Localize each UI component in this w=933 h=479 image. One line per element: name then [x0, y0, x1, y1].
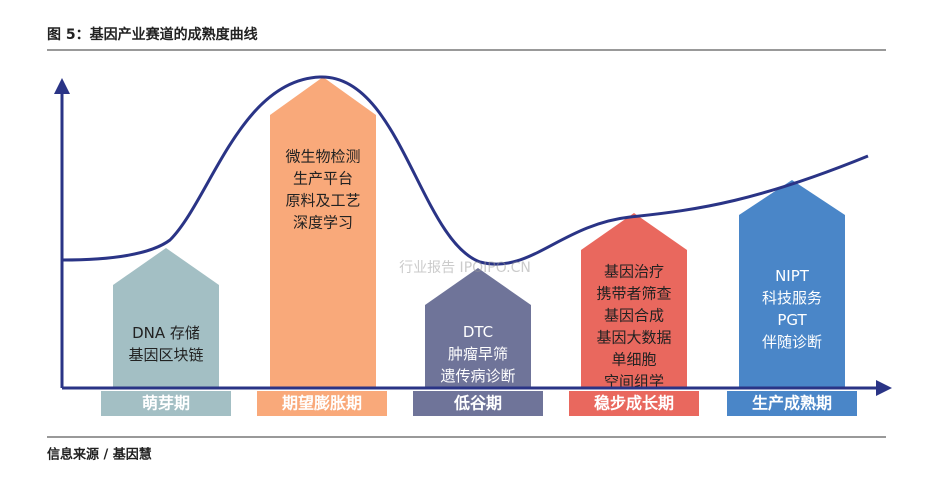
- stage-item: 空间组学: [604, 373, 664, 391]
- y-axis-arrow: [54, 78, 70, 94]
- stage-item: NIPT: [775, 267, 810, 285]
- stage-item: 科技服务: [762, 289, 822, 307]
- stage-arrow: [113, 248, 219, 388]
- stage-item: 基因治疗: [604, 263, 664, 281]
- stage-arrow: [739, 180, 845, 388]
- stage-item: 微生物检测: [285, 148, 360, 166]
- stage-label-box: [727, 391, 857, 416]
- x-axis-arrow: [876, 380, 892, 396]
- stage-label: 生产成熟期: [752, 394, 832, 413]
- stage-label: 低谷期: [453, 394, 502, 413]
- stage-item: 基因大数据: [596, 329, 671, 347]
- stage-item: 深度学习: [293, 214, 353, 232]
- title: 图 5：基因产业赛道的成熟度曲线: [47, 26, 258, 43]
- stage-item: DNA 存储: [132, 324, 200, 342]
- maturity-curve: [61, 75, 869, 266]
- stage-item: 携带者筛查: [596, 285, 671, 303]
- stage-item: 基因区块链: [128, 346, 203, 364]
- stage-item: 原料及工艺: [285, 192, 360, 210]
- stage-item: 肿瘤早筛: [448, 345, 508, 363]
- stage-item: 遗传病诊断: [440, 367, 515, 385]
- stage-item: 单细胞: [611, 351, 656, 369]
- stage-arrow: [270, 77, 376, 388]
- stage-label: 稳步成长期: [594, 394, 674, 413]
- stage-item: 生产平台: [293, 170, 353, 188]
- stage-arrow: [425, 268, 531, 388]
- stage-item: DTC: [463, 323, 493, 341]
- stage-arrow: [581, 213, 687, 388]
- stage-label-box: [257, 391, 387, 416]
- source: 信息来源 / 基因慧: [47, 447, 152, 463]
- stage-label-box: [413, 391, 543, 416]
- stage-label: 期望膨胀期: [282, 394, 362, 413]
- stage-item: PGT: [777, 311, 807, 329]
- stage-label-box: [569, 391, 699, 416]
- stage-item: 伴随诊断: [762, 333, 822, 351]
- stage-label-box: [101, 391, 231, 416]
- stage-label: 萌芽期: [142, 394, 190, 413]
- stage-item: 基因合成: [604, 307, 664, 325]
- watermark: 行业报告 IPOIPO.CN: [399, 260, 531, 276]
